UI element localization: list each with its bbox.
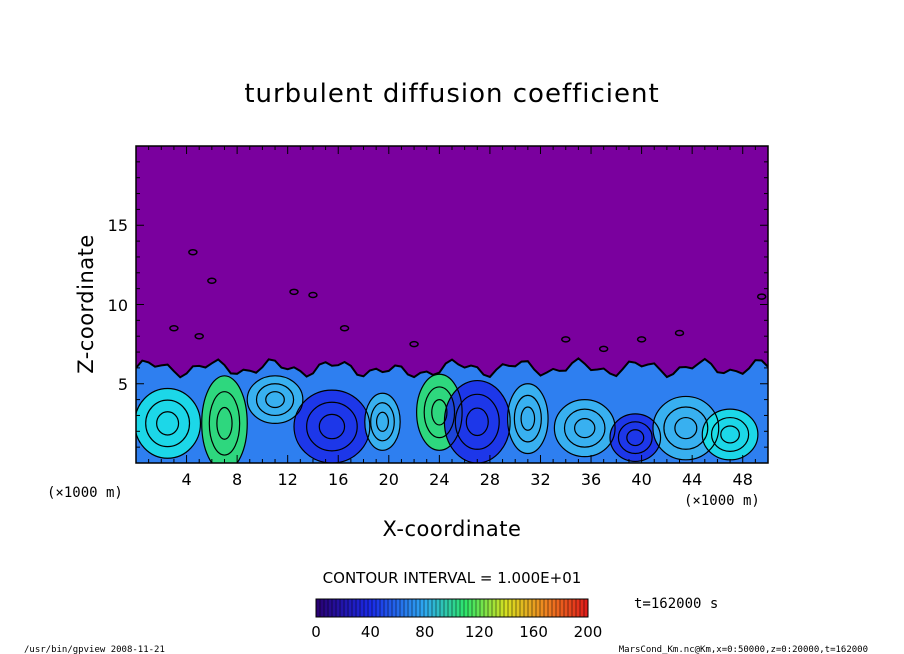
isolated-contour [169,325,179,332]
x-tick-label: 8 [232,470,242,489]
contour-interval-label: CONTOUR INTERVAL = 1.000E+01 [323,569,582,587]
eddy-contour [710,416,750,452]
eddy-contour [520,406,536,431]
eddy-contour [216,406,233,440]
turbulent-boundary-layer [136,358,768,463]
colorbar-tick-label: 200 [574,623,603,641]
boundary-layer-top-contour [136,357,768,379]
x-tick-label: 12 [278,470,298,489]
x-tick-label: 32 [530,470,550,489]
eddy-contour [674,416,698,440]
eddy-fill [201,375,248,463]
colorbar-tick-label: 80 [415,623,434,641]
eddy-contour [626,429,645,447]
eddy-contour [553,399,616,458]
isolated-contour [636,336,647,343]
eddy-contour [416,373,463,451]
plot-area [135,145,769,464]
eddy-fill [507,383,549,454]
y-tick-label-15: 15 [108,216,128,235]
time-label: t=162000 s [634,596,718,612]
x-tick-label: 36 [581,470,601,489]
colorbar-tick-label: 120 [465,623,494,641]
colorbar: 0 40 80 120 160 200 [311,598,602,641]
x-tick-label: 24 [429,470,449,489]
isolated-contour [188,248,198,256]
isolated-contour [756,293,767,300]
eddy-contour [255,383,295,417]
isolated-contour [308,291,318,299]
colorbar-tick-label: 40 [361,623,380,641]
eddy-fill [247,375,303,424]
eddy-contour [443,379,511,463]
x-tick-label: 16 [328,470,348,489]
eddy-contour [574,418,596,439]
eddy-contour [265,391,285,409]
isolated-contour [598,345,609,353]
eddy-fill [652,396,719,460]
eddy-fill [294,390,370,463]
isolated-contour [194,332,204,340]
eddy-contour [663,406,709,450]
isolated-contour [339,325,350,332]
eddy-contour [609,413,662,463]
x-tick-label: 40 [631,470,651,489]
eddy-contour [652,395,720,461]
eddy-fill [554,399,616,457]
axis-tick-marks [136,146,768,463]
isolated-contour [674,329,685,337]
eddy-contour [201,375,248,463]
eddy-contour [507,383,549,455]
isolated-contour [409,340,419,348]
eddy-contour [293,389,371,463]
eddy-contour [364,392,401,451]
x-tick-label: 4 [181,470,191,489]
footer-right: MarsCond_Km.nc@Km,x=0:50000,z=0:20000,t=… [619,645,868,654]
eddy-contour [423,386,456,439]
colorbar-tick-labels: 0 40 80 120 160 200 [311,623,602,641]
x-axis-unit: (×1000 m) [684,493,760,509]
colorbar-tick-label: 160 [519,623,548,641]
eddy-fill [136,388,201,459]
x-tick-label: 44 [682,470,702,489]
x-tick-label: 20 [379,470,399,489]
eddy-contour [431,399,448,426]
eddy-contour [465,407,489,437]
eddy-fill [702,409,758,460]
y-tick-label-5: 5 [118,375,128,394]
x-tick-label: 28 [480,470,500,489]
x-tick-label: 48 [733,470,753,489]
isolated-contour [207,277,217,284]
eddy-contour [136,387,202,459]
footer-left: /usr/bin/gpview 2008-11-21 [24,645,165,654]
colorbar-tick-label: 0 [311,623,321,641]
isolated-contour [289,288,299,296]
isolated-contour [561,336,571,343]
eddy-contour [720,425,740,444]
eddy-contour [156,411,180,436]
y-axis-label: Z-coordinate [74,234,98,374]
y-axis-unit: (×1000 m) [47,485,123,501]
eddy-contour [306,401,358,452]
eddy-contour [370,402,395,442]
x-axis-label: X-coordinate [383,517,522,541]
eddy-contour [513,394,542,443]
y-tick-label-10: 10 [108,296,128,315]
colorbar-contour-stripes [315,599,589,617]
eddy-contour [563,408,606,448]
eddy-contour [454,393,500,450]
eddy-contour [208,391,241,456]
x-tick-labels: 4 8 12 16 20 24 28 32 36 40 44 48 [181,470,752,489]
eddy-contour [617,421,653,455]
eddy-contour [246,375,304,424]
eddy-fill [364,393,401,451]
eddy-contour [318,413,346,440]
eddy-fill [610,413,661,462]
eddy-contour [145,399,191,448]
eddy-contour [375,411,389,432]
contour-lines [136,248,768,463]
chart-title: turbulent diffusion coefficient [244,79,659,109]
